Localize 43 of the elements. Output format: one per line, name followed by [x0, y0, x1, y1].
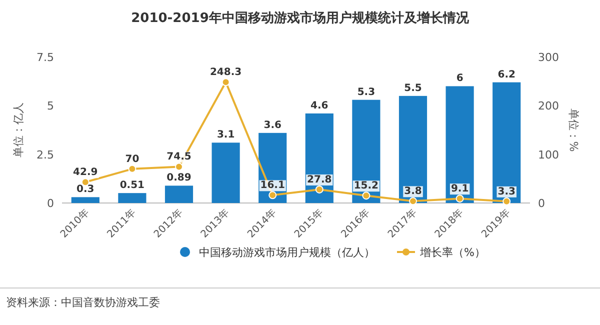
- data-label: 0.89: [166, 172, 192, 184]
- point: [268, 191, 277, 200]
- data-label: 3.3: [498, 186, 516, 198]
- legend-label: 中国移动游戏市场用户规模（亿人）: [199, 246, 375, 259]
- data-label: 5.3: [357, 86, 376, 98]
- y-tick-label: 7.5: [36, 51, 54, 64]
- data-label: 248.3: [210, 67, 242, 78]
- y2-tick-label: 100: [538, 148, 559, 162]
- y2-axis-title: 单位：%: [567, 108, 580, 152]
- data-label: 3.8: [404, 186, 422, 198]
- data-label: 6.2: [498, 69, 516, 80]
- point: [128, 164, 136, 173]
- data-label: 15.2: [354, 180, 379, 192]
- y-tick-label: 5: [47, 100, 54, 113]
- point: [362, 192, 370, 200]
- y2-tick-label: 0: [538, 197, 545, 210]
- data-label: 5.5: [404, 82, 422, 94]
- point: [175, 162, 183, 171]
- data-label: 16.1: [260, 180, 285, 192]
- y-tick-label: 0: [47, 197, 54, 210]
- point: [315, 185, 324, 194]
- point: [409, 197, 417, 206]
- data-label: 0.51: [120, 180, 145, 192]
- data-label: 3.1: [216, 130, 235, 141]
- data-label: 70: [125, 154, 140, 165]
- text: 资料来源：中国音数协游戏工委: [6, 296, 160, 309]
- point: [222, 78, 230, 86]
- title: 2010-2019年中国移动游戏市场用户规模统计及增长情况: [131, 11, 469, 26]
- legend-label: 增长率（%）: [419, 246, 486, 259]
- point: [456, 194, 464, 203]
- data-label: 6: [456, 73, 464, 84]
- data-label: 3.6: [264, 120, 282, 131]
- data-label: 27.8: [307, 174, 332, 186]
- y-axis-title: 单位：亿人: [12, 102, 25, 158]
- point: [502, 197, 511, 206]
- y2-tick-label: 200: [538, 100, 559, 113]
- y-tick-label: 2.5: [36, 148, 54, 162]
- data-label: 4.6: [310, 100, 328, 112]
- data-label: 74.5: [166, 152, 192, 163]
- y2-tick-label: 300: [538, 51, 559, 64]
- data-label: 0.3: [76, 184, 94, 196]
- data-label: 42.9: [73, 167, 98, 178]
- data-label: 9.1: [450, 184, 469, 195]
